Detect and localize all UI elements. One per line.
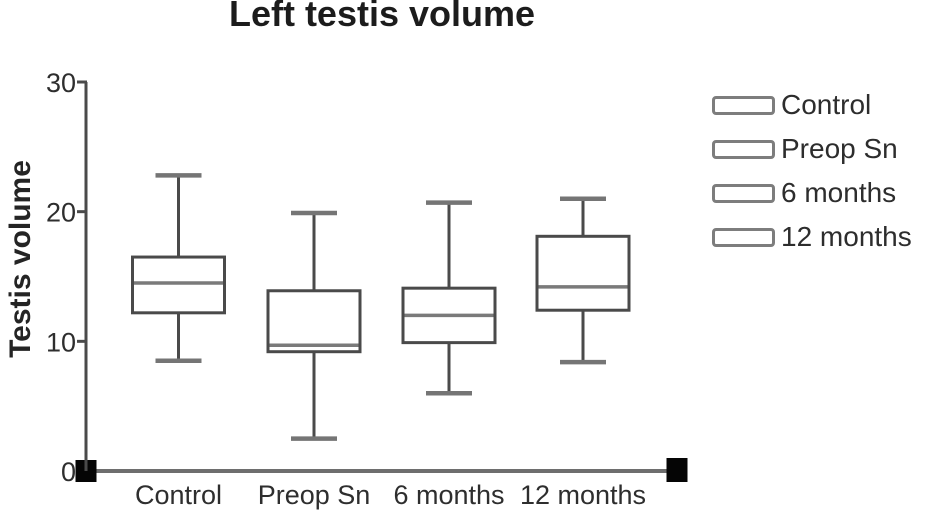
y-tick-label-10: 10 (46, 327, 76, 357)
x-tick-label-6-months: 6 months (393, 480, 504, 510)
legend-label-control: Control (781, 89, 872, 120)
y-tick-label-0: 0 (61, 457, 76, 487)
x-tick-label-preop-sn: Preop Sn (258, 480, 371, 510)
x-axis-end-marker (666, 458, 688, 482)
box-control (131, 255, 226, 315)
legend-label-6-months: 6 months (781, 177, 897, 208)
y-tick-label-30: 30 (46, 68, 76, 98)
legend-swatch-preop-sn (712, 139, 775, 159)
legend-label-12-months: 12 months (781, 221, 912, 252)
y-tick-label-20: 20 (46, 198, 76, 228)
legend-item-6-months: 6 months (712, 178, 912, 208)
x-tick-label-control: Control (135, 480, 222, 510)
legend-swatch-12-months (712, 227, 775, 247)
legend-item-control: Control (712, 90, 912, 120)
chart-title: Left testis volume (228, 0, 536, 34)
legend: Control Preop Sn 6 months 12 months (712, 90, 912, 252)
legend-item-12-months: 12 months (712, 222, 912, 252)
legend-label-preop-sn: Preop Sn (781, 133, 898, 164)
legend-item-preop-sn: Preop Sn (712, 134, 912, 164)
box-preop-sn (266, 289, 362, 354)
x-tick-label-12-months: 12 months (520, 480, 646, 510)
box-12-months (535, 234, 631, 312)
legend-swatch-6-months (712, 183, 775, 203)
legend-swatch-control (712, 95, 775, 115)
